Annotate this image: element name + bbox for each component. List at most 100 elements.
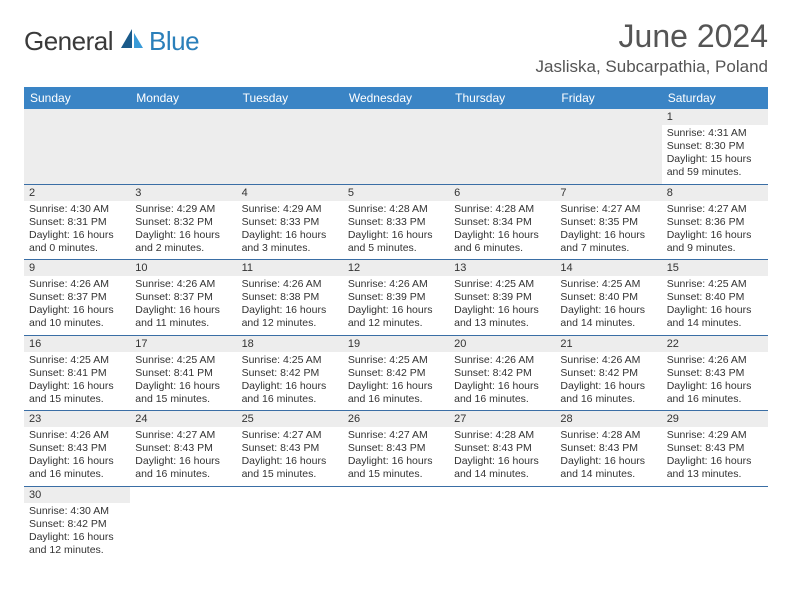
calendar-cell xyxy=(449,486,555,561)
day-info: Sunrise: 4:29 AMSunset: 8:32 PMDaylight:… xyxy=(130,201,236,260)
day-info: Sunrise: 4:28 AMSunset: 8:33 PMDaylight:… xyxy=(343,201,449,260)
day-info: Sunrise: 4:25 AMSunset: 8:40 PMDaylight:… xyxy=(555,276,661,335)
calendar-cell: 7Sunrise: 4:27 AMSunset: 8:35 PMDaylight… xyxy=(555,184,661,260)
day-info: Sunrise: 4:26 AMSunset: 8:42 PMDaylight:… xyxy=(555,352,661,411)
day-info: Sunrise: 4:26 AMSunset: 8:37 PMDaylight:… xyxy=(130,276,236,335)
calendar-cell xyxy=(130,109,236,184)
calendar-cell: 15Sunrise: 4:25 AMSunset: 8:40 PMDayligh… xyxy=(662,260,768,336)
calendar-cell: 1Sunrise: 4:31 AMSunset: 8:30 PMDaylight… xyxy=(662,109,768,184)
day-number: 2 xyxy=(24,185,130,201)
calendar-cell xyxy=(237,486,343,561)
day-info: Sunrise: 4:28 AMSunset: 8:34 PMDaylight:… xyxy=(449,201,555,260)
day-number: 12 xyxy=(343,260,449,276)
day-number: 9 xyxy=(24,260,130,276)
weekday-header: Tuesday xyxy=(237,87,343,109)
header: General Blue June 2024 Jasliska, Subcarp… xyxy=(24,18,768,77)
day-info: Sunrise: 4:29 AMSunset: 8:43 PMDaylight:… xyxy=(662,427,768,486)
day-number: 27 xyxy=(449,411,555,427)
brand-logo: General Blue xyxy=(24,26,199,57)
title-block: June 2024 Jasliska, Subcarpathia, Poland xyxy=(536,18,768,77)
calendar-cell xyxy=(24,109,130,184)
day-info: Sunrise: 4:25 AMSunset: 8:39 PMDaylight:… xyxy=(449,276,555,335)
weekday-header: Wednesday xyxy=(343,87,449,109)
calendar-cell: 28Sunrise: 4:28 AMSunset: 8:43 PMDayligh… xyxy=(555,411,661,487)
day-info: Sunrise: 4:25 AMSunset: 8:40 PMDaylight:… xyxy=(662,276,768,335)
day-info: Sunrise: 4:28 AMSunset: 8:43 PMDaylight:… xyxy=(555,427,661,486)
day-number: 30 xyxy=(24,487,130,503)
day-number: 18 xyxy=(237,336,343,352)
day-info: Sunrise: 4:25 AMSunset: 8:42 PMDaylight:… xyxy=(343,352,449,411)
calendar-cell xyxy=(449,109,555,184)
day-info: Sunrise: 4:27 AMSunset: 8:43 PMDaylight:… xyxy=(343,427,449,486)
calendar-cell: 24Sunrise: 4:27 AMSunset: 8:43 PMDayligh… xyxy=(130,411,236,487)
day-number: 8 xyxy=(662,185,768,201)
calendar-row: 16Sunrise: 4:25 AMSunset: 8:41 PMDayligh… xyxy=(24,335,768,411)
calendar-cell: 8Sunrise: 4:27 AMSunset: 8:36 PMDaylight… xyxy=(662,184,768,260)
weekday-header-row: SundayMondayTuesdayWednesdayThursdayFrid… xyxy=(24,87,768,109)
day-info: Sunrise: 4:26 AMSunset: 8:43 PMDaylight:… xyxy=(662,352,768,411)
day-number: 17 xyxy=(130,336,236,352)
day-info: Sunrise: 4:30 AMSunset: 8:42 PMDaylight:… xyxy=(24,503,130,562)
calendar-cell: 19Sunrise: 4:25 AMSunset: 8:42 PMDayligh… xyxy=(343,335,449,411)
month-title: June 2024 xyxy=(536,18,768,55)
day-info: Sunrise: 4:27 AMSunset: 8:36 PMDaylight:… xyxy=(662,201,768,260)
calendar-cell: 17Sunrise: 4:25 AMSunset: 8:41 PMDayligh… xyxy=(130,335,236,411)
calendar-row: 2Sunrise: 4:30 AMSunset: 8:31 PMDaylight… xyxy=(24,184,768,260)
weekday-header: Monday xyxy=(130,87,236,109)
day-number: 26 xyxy=(343,411,449,427)
day-number: 15 xyxy=(662,260,768,276)
day-info: Sunrise: 4:31 AMSunset: 8:30 PMDaylight:… xyxy=(662,125,768,184)
calendar-row: 30Sunrise: 4:30 AMSunset: 8:42 PMDayligh… xyxy=(24,486,768,561)
day-number: 24 xyxy=(130,411,236,427)
day-info: Sunrise: 4:26 AMSunset: 8:37 PMDaylight:… xyxy=(24,276,130,335)
day-number: 1 xyxy=(662,109,768,125)
weekday-header: Saturday xyxy=(662,87,768,109)
day-number: 3 xyxy=(130,185,236,201)
calendar-cell: 10Sunrise: 4:26 AMSunset: 8:37 PMDayligh… xyxy=(130,260,236,336)
day-number: 23 xyxy=(24,411,130,427)
location: Jasliska, Subcarpathia, Poland xyxy=(536,57,768,77)
weekday-header: Sunday xyxy=(24,87,130,109)
calendar-cell xyxy=(130,486,236,561)
calendar-cell: 4Sunrise: 4:29 AMSunset: 8:33 PMDaylight… xyxy=(237,184,343,260)
day-number: 22 xyxy=(662,336,768,352)
calendar-body: 1Sunrise: 4:31 AMSunset: 8:30 PMDaylight… xyxy=(24,109,768,561)
brand-part2: Blue xyxy=(149,26,199,57)
calendar-cell: 14Sunrise: 4:25 AMSunset: 8:40 PMDayligh… xyxy=(555,260,661,336)
sail-icon xyxy=(119,28,145,55)
calendar-cell xyxy=(237,109,343,184)
day-info: Sunrise: 4:25 AMSunset: 8:41 PMDaylight:… xyxy=(130,352,236,411)
day-number: 29 xyxy=(662,411,768,427)
calendar-cell xyxy=(555,486,661,561)
day-info: Sunrise: 4:28 AMSunset: 8:43 PMDaylight:… xyxy=(449,427,555,486)
calendar-row: 9Sunrise: 4:26 AMSunset: 8:37 PMDaylight… xyxy=(24,260,768,336)
calendar-row: 1Sunrise: 4:31 AMSunset: 8:30 PMDaylight… xyxy=(24,109,768,184)
calendar-row: 23Sunrise: 4:26 AMSunset: 8:43 PMDayligh… xyxy=(24,411,768,487)
calendar-cell: 22Sunrise: 4:26 AMSunset: 8:43 PMDayligh… xyxy=(662,335,768,411)
calendar-cell: 26Sunrise: 4:27 AMSunset: 8:43 PMDayligh… xyxy=(343,411,449,487)
day-info: Sunrise: 4:30 AMSunset: 8:31 PMDaylight:… xyxy=(24,201,130,260)
day-number: 28 xyxy=(555,411,661,427)
day-info: Sunrise: 4:26 AMSunset: 8:39 PMDaylight:… xyxy=(343,276,449,335)
calendar-cell: 25Sunrise: 4:27 AMSunset: 8:43 PMDayligh… xyxy=(237,411,343,487)
calendar-table: SundayMondayTuesdayWednesdayThursdayFrid… xyxy=(24,87,768,561)
brand-part1: General xyxy=(24,26,113,57)
day-number: 14 xyxy=(555,260,661,276)
calendar-cell: 12Sunrise: 4:26 AMSunset: 8:39 PMDayligh… xyxy=(343,260,449,336)
calendar-cell: 11Sunrise: 4:26 AMSunset: 8:38 PMDayligh… xyxy=(237,260,343,336)
day-number: 25 xyxy=(237,411,343,427)
day-number: 10 xyxy=(130,260,236,276)
day-info: Sunrise: 4:27 AMSunset: 8:35 PMDaylight:… xyxy=(555,201,661,260)
calendar-cell: 13Sunrise: 4:25 AMSunset: 8:39 PMDayligh… xyxy=(449,260,555,336)
calendar-cell: 23Sunrise: 4:26 AMSunset: 8:43 PMDayligh… xyxy=(24,411,130,487)
calendar-cell: 30Sunrise: 4:30 AMSunset: 8:42 PMDayligh… xyxy=(24,486,130,561)
calendar-cell: 9Sunrise: 4:26 AMSunset: 8:37 PMDaylight… xyxy=(24,260,130,336)
day-info: Sunrise: 4:26 AMSunset: 8:42 PMDaylight:… xyxy=(449,352,555,411)
day-info: Sunrise: 4:29 AMSunset: 8:33 PMDaylight:… xyxy=(237,201,343,260)
calendar-cell xyxy=(343,109,449,184)
day-number: 4 xyxy=(237,185,343,201)
day-number: 20 xyxy=(449,336,555,352)
calendar-cell: 29Sunrise: 4:29 AMSunset: 8:43 PMDayligh… xyxy=(662,411,768,487)
day-number: 13 xyxy=(449,260,555,276)
calendar-cell xyxy=(662,486,768,561)
